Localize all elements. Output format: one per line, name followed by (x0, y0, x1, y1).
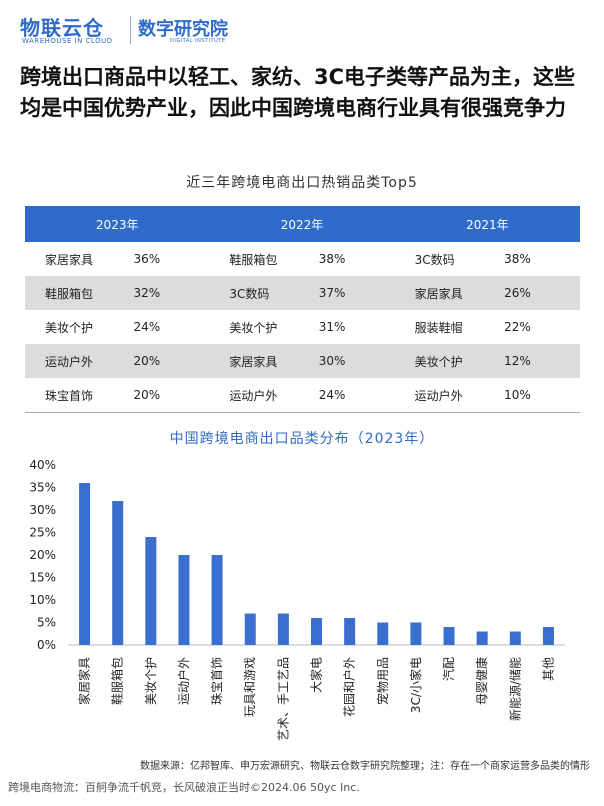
table-cell: 20% (121, 344, 210, 378)
table-title: 近三年跨境电商出口热销品类Top5 (186, 175, 418, 191)
table-cell: 31% (318, 320, 346, 334)
table-cell: 运动户外 (209, 378, 307, 413)
x-tick-label: 宠物用品 (375, 657, 390, 705)
bar-3 (145, 537, 157, 645)
institute-logo-subtitle: DIGITAL INSTITUTE (170, 38, 226, 44)
table-cell: 美妆个护 (394, 344, 493, 378)
table-cell: 10% (492, 378, 580, 413)
table-header-row: 2023年 2022年 2021年 (25, 206, 580, 242)
bar-8 (311, 618, 322, 645)
y-tick-label: 25% (29, 526, 56, 540)
y-tick-label: 5% (37, 616, 56, 630)
table-cell: 26% (492, 276, 580, 310)
table-cell: 家居家具 (209, 344, 307, 378)
header-2022: 2022年 (209, 206, 395, 242)
x-tick-label: 新能源/储能 (507, 657, 522, 721)
category-bar-chart: 0% 5% 10% 15% 20% 25% 30% 35% 40% 家居家具 鞋服箱包 美妆个护 运动户… (29, 458, 565, 741)
x-tick-label: 汽配 (441, 657, 456, 681)
bar-4 (178, 555, 190, 645)
y-tick-label: 40% (29, 458, 56, 472)
bar-12 (443, 627, 455, 645)
top5-table: 2023年 2022年 2021年 家居家具 36% 鞋服箱包 38% 3C数码… (25, 206, 580, 413)
x-tick-label: 玩具和游戏 (243, 657, 257, 717)
bar-10 (377, 622, 389, 645)
table-cell: 22% (504, 320, 531, 334)
table-row: 运动户外 20% 家居家具 30% 美妆个护 12% (25, 344, 580, 378)
logo-bar: 物联云仓 WAREHOUSE IN CLOUD 数字研究院 DIGITAL IN… (20, 12, 580, 48)
table-cell: 3C数码 (414, 252, 455, 267)
table-cell: 24% (133, 320, 161, 334)
x-tick-label: 美妆个护 (144, 657, 158, 705)
table-cell: 运动户外 (25, 344, 122, 378)
y-tick-label: 0% (37, 638, 56, 652)
x-tick-label: 3C/小家电 (408, 657, 423, 713)
table-row: 家居家具 36% 鞋服箱包 38% 3C数码 38% (25, 242, 580, 276)
table-cell: 家居家具 (45, 252, 94, 267)
table-row: 美妆个护 24% 美妆个护 31% 服装鞋帽 22% (25, 310, 580, 344)
logo-divider (130, 16, 131, 44)
x-tick-label: 其他 (541, 657, 555, 681)
bar-14 (509, 631, 521, 645)
table-cell: 24% (306, 378, 395, 413)
table-cell: 32% (121, 276, 210, 310)
x-tick-label: 家居家具 (77, 657, 92, 705)
table-cell: 鞋服箱包 (229, 252, 278, 267)
bar-13 (476, 631, 488, 645)
bar-5 (211, 555, 223, 645)
x-tick-label: 艺术、手工艺品 (276, 657, 290, 741)
table-cell: 38% (318, 252, 346, 266)
x-tick-label: 鞋服箱包 (110, 657, 125, 705)
table-cell: 20% (121, 378, 210, 413)
chart-title: 中国跨境电商出口品类分布（2023年） (169, 431, 435, 447)
table-cell: 37% (306, 276, 395, 310)
y-tick-label: 30% (29, 503, 56, 517)
header-2023: 2023年 (25, 206, 210, 242)
y-tick-label: 20% (29, 548, 56, 562)
table-cell: 服装鞋帽 (414, 320, 463, 335)
bar-7 (277, 613, 289, 645)
x-tick-label: 母婴健康 (474, 657, 489, 705)
x-tick-label: 珠宝首饰 (210, 657, 224, 705)
x-tick-label: 运动户外 (176, 657, 191, 705)
brand-logo-subtitle: WAREHOUSE IN CLOUD (22, 37, 113, 45)
table-cell: 美妆个护 (229, 320, 278, 335)
data-source-footnote: 数据来源：亿邦智库、申万宏源研究、物联云仓数字研究院整理；注：存在一个商家运营多… (140, 761, 590, 772)
table-cell: 家居家具 (394, 276, 493, 310)
header-2021: 2021年 (394, 206, 580, 242)
table-cell: 珠宝首饰 (25, 378, 122, 413)
x-tick-label: 花园和户外 (342, 657, 357, 717)
table-cell: 美妆个护 (45, 320, 94, 335)
page-footer: 跨境电商物流：百舸争流千帆竞，长风破浪正当时©2024.06 50yc Inc. (8, 781, 360, 794)
y-tick-label: 15% (29, 571, 56, 585)
y-tick-label: 35% (29, 481, 56, 495)
bar-11 (410, 622, 422, 645)
table-row: 珠宝首饰 20% 运动户外 24% 运动户外 10% (25, 378, 580, 413)
bar-9 (344, 618, 356, 645)
table-cell: 38% (504, 252, 531, 266)
bar-2 (112, 501, 124, 645)
bar-1 (79, 483, 91, 645)
x-tick-label: 大家电 (309, 657, 324, 693)
table-cell: 鞋服箱包 (25, 276, 122, 310)
table-cell: 3C数码 (209, 276, 307, 310)
page-headline: 跨境出口商品中以轻工、家纺、3C电子类等产品为主，这些均是中国优势产业，因此中国… (20, 65, 576, 120)
brand-logo: 物联云仓 (20, 16, 104, 40)
institute-logo: 数字研究院 (138, 19, 228, 40)
table-cell: 30% (306, 344, 395, 378)
table-cell: 运动户外 (394, 378, 493, 413)
bar-6 (244, 613, 256, 645)
table-cell: 36% (133, 252, 161, 266)
table-cell: 12% (492, 344, 580, 378)
y-tick-label: 10% (29, 593, 56, 607)
table-row: 鞋服箱包 32% 3C数码 37% 家居家具 26% (25, 276, 580, 310)
bar-15 (542, 627, 554, 645)
